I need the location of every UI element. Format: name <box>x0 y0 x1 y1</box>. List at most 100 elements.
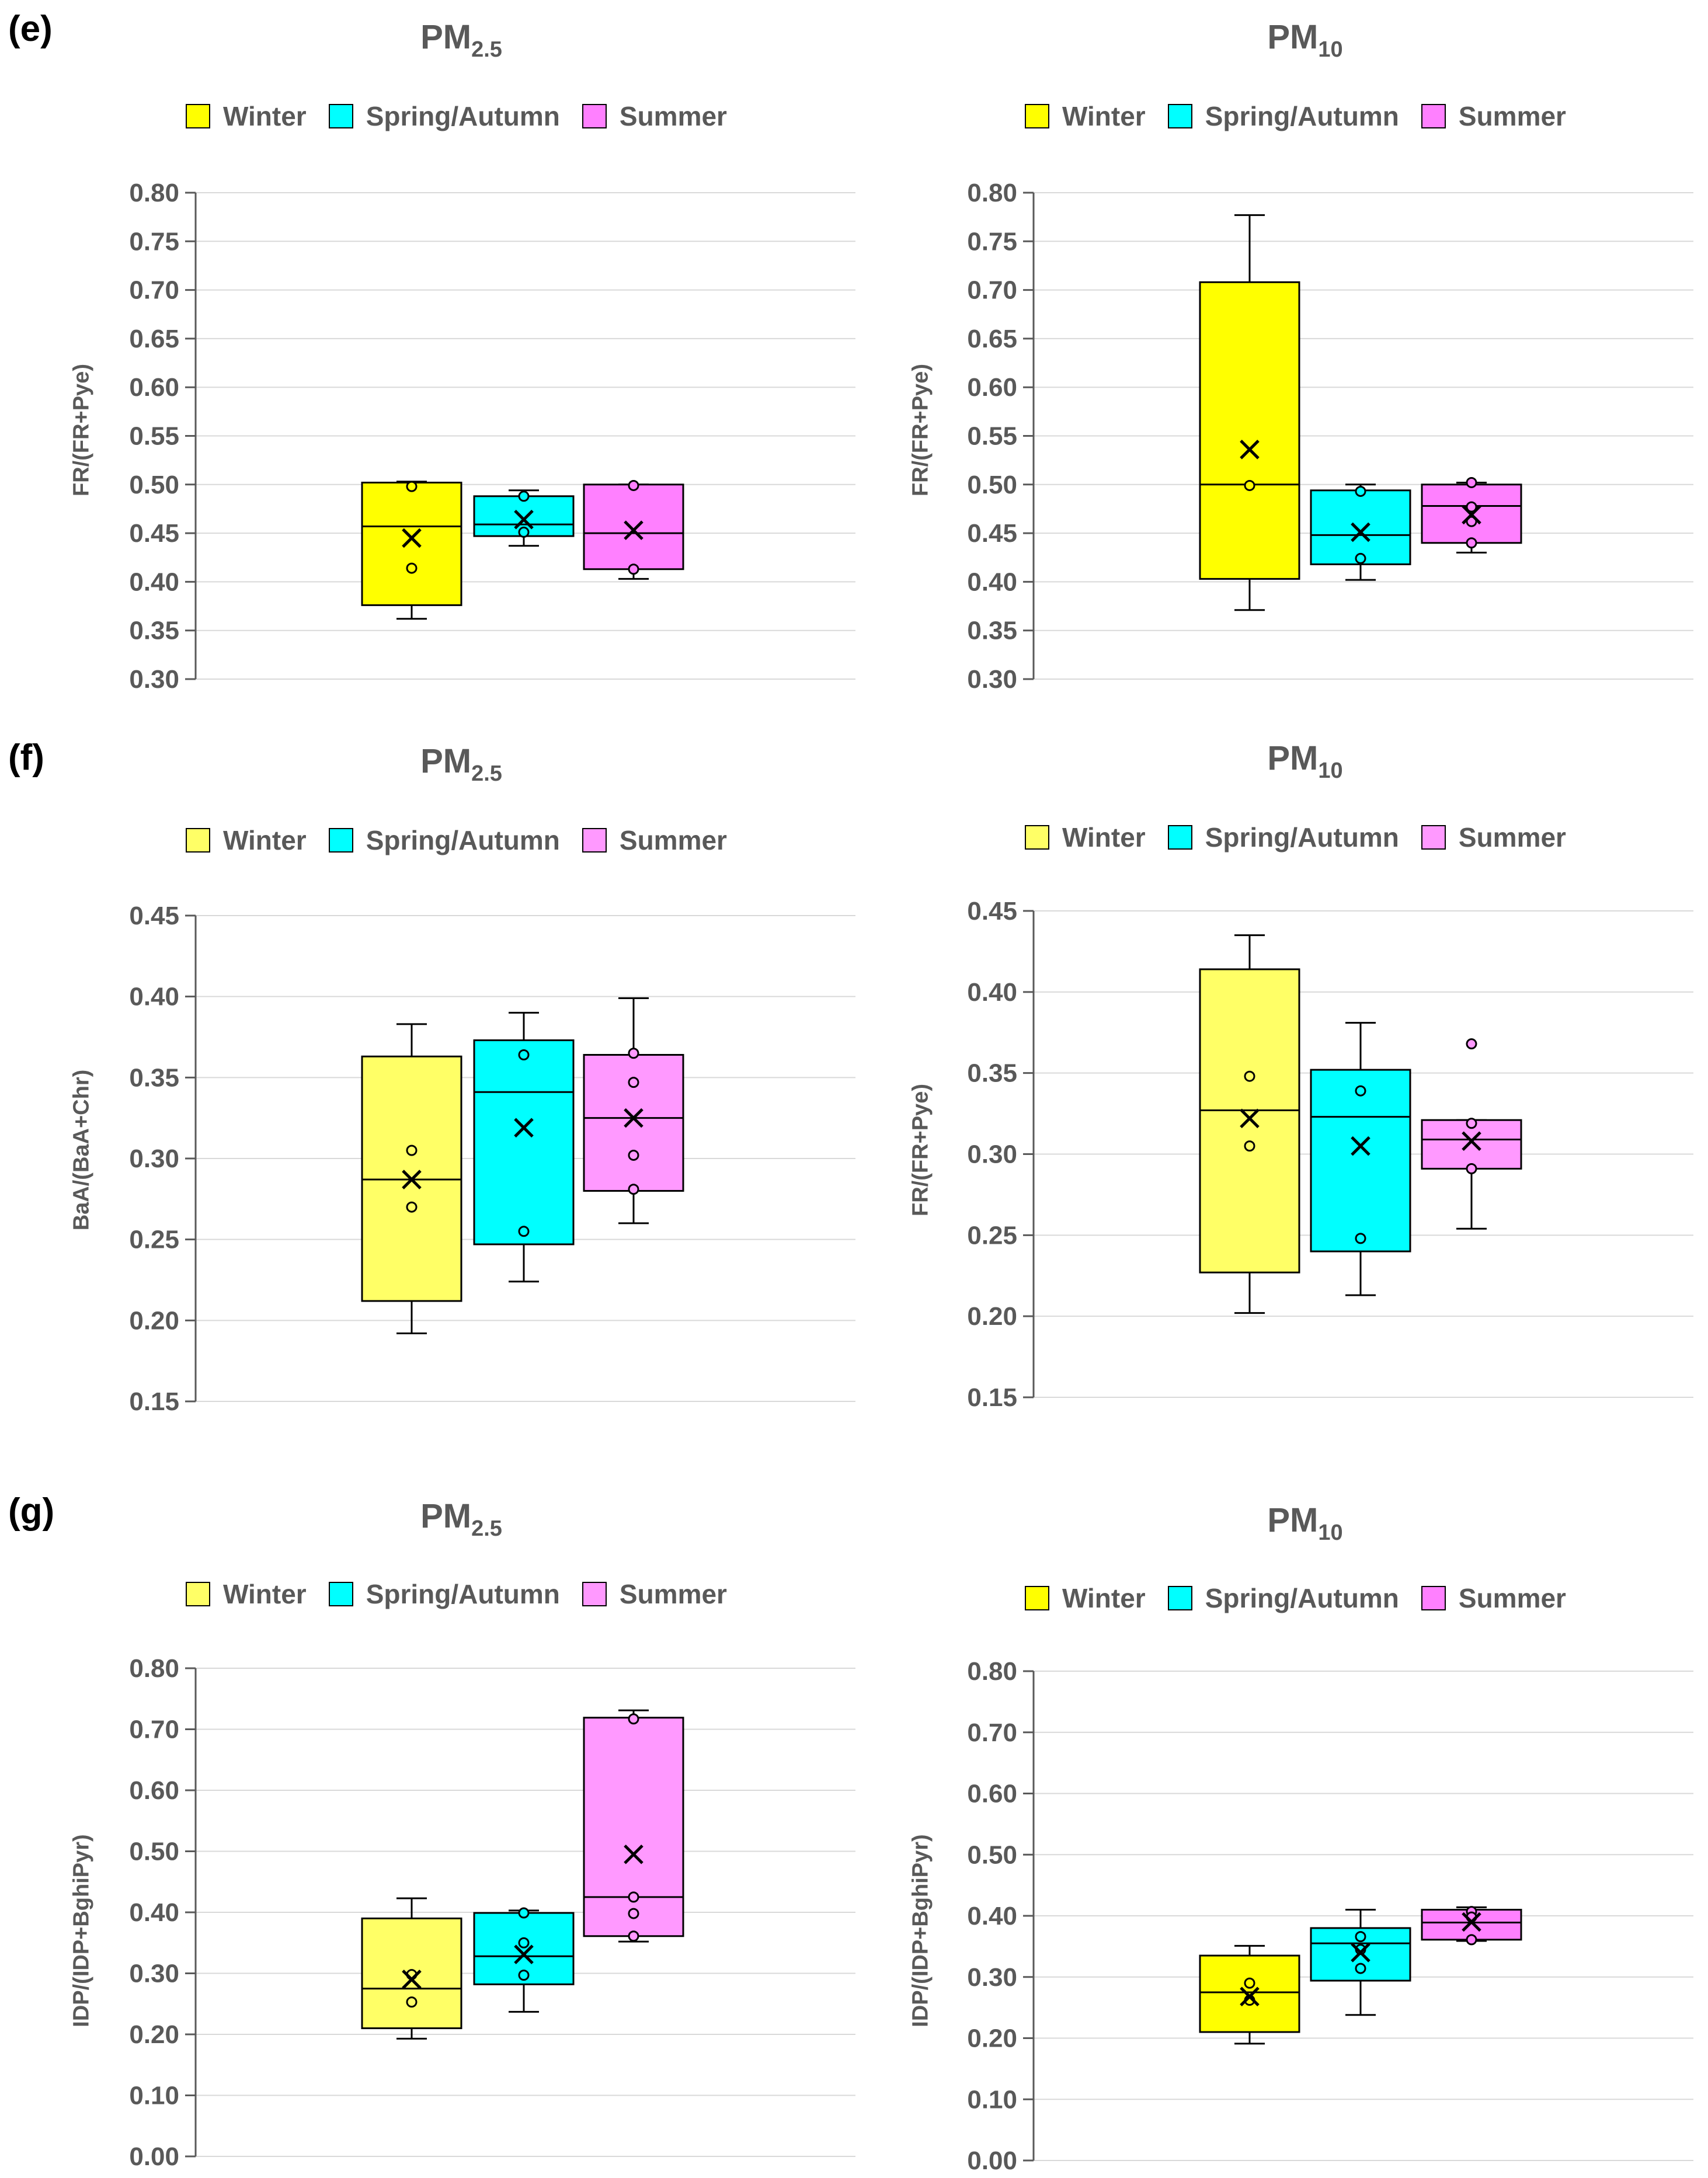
data-point <box>1466 516 1477 527</box>
box-iqr <box>1199 1954 1300 2033</box>
box-iqr <box>1310 1069 1411 1252</box>
legend-item-summer: Summer <box>582 100 727 132</box>
legend-label: Winter <box>1062 822 1146 853</box>
box-summer <box>583 479 684 580</box>
data-point <box>628 1149 639 1161</box>
y-tick-label: 0.80 <box>967 1657 1017 1686</box>
title-main: PM <box>420 18 472 56</box>
box-winter <box>361 1023 462 1335</box>
y-tick-label: 0.45 <box>129 519 179 548</box>
data-point <box>518 1970 530 1981</box>
y-tick-label: 0.55 <box>129 422 179 451</box>
box-iqr <box>1310 489 1411 565</box>
box-summer <box>583 1709 684 1943</box>
data-point <box>628 1713 639 1725</box>
data-point <box>628 479 639 491</box>
mean-marker <box>624 1844 643 1864</box>
chart-e-pm25: 0.30 0.35 0.40 0.45 0.50 0.55 0.60 0.65 0.70 0.75… <box>129 179 855 694</box>
plot-title-e-pm10: PM10 <box>1130 18 1480 62</box>
plot-title-g-pm25: PM2.5 <box>286 1497 636 1541</box>
panel-label-e: (e) <box>8 9 53 49</box>
y-tick-label: 0.60 <box>967 1780 1017 1808</box>
y-tick-label: 0.10 <box>967 2085 1017 2114</box>
data-point <box>1244 479 1255 491</box>
y-tick-label: 0.35 <box>129 1063 179 1092</box>
y-tick-label: 0.75 <box>129 227 179 256</box>
data-point <box>518 490 530 502</box>
box-spring-autumn <box>1310 1909 1411 2016</box>
title-main: PM <box>420 742 472 780</box>
box-summer <box>583 997 684 1224</box>
plot-title-g-pm10: PM10 <box>1130 1501 1480 1545</box>
legend-swatch <box>1025 104 1049 128</box>
legend-g-pm10: Winter Spring/Autumn Summer <box>1025 1582 1588 1614</box>
data-point <box>518 1907 530 1919</box>
y-tick-label: 0.30 <box>967 1140 1017 1169</box>
legend-e-pm10: Winter Spring/Autumn Summer <box>1025 100 1588 132</box>
legend-label: Summer <box>1458 822 1566 853</box>
y-tick-label: 0.70 <box>129 276 179 305</box>
legend-item-summer: Summer <box>1421 100 1566 132</box>
y-tick-label: 0.40 <box>967 978 1017 1007</box>
mean-marker <box>624 520 643 540</box>
title-main: PM <box>1267 1501 1319 1539</box>
mean-marker <box>402 1170 422 1189</box>
legend-swatch <box>1421 825 1446 850</box>
legend-label: Winter <box>1062 1583 1146 1613</box>
box-winter <box>361 1897 462 2040</box>
legend-label: Summer <box>619 825 727 855</box>
y-tick-label: 0.45 <box>967 519 1017 548</box>
y-tick-label: 0.35 <box>967 617 1017 645</box>
y-tick-label: 0.45 <box>129 902 179 930</box>
legend-item-spring-autumn: Spring/Autumn <box>1167 100 1399 132</box>
y-tick-label: 0.35 <box>129 617 179 645</box>
y-tick-label: 0.20 <box>967 2024 1017 2053</box>
y-tick-label: 0.35 <box>967 1059 1017 1088</box>
y-tick-label: 0.15 <box>967 1383 1017 1412</box>
mean-marker <box>1351 1943 1370 1963</box>
data-point <box>1355 1233 1366 1244</box>
y-tick-label: 0.70 <box>967 276 1017 305</box>
y-tick-label: 0.50 <box>129 1838 179 1866</box>
data-point <box>1466 1934 1477 1946</box>
data-point <box>518 1226 530 1237</box>
data-point <box>628 1077 639 1088</box>
y-tick-label: 0.40 <box>967 568 1017 596</box>
box-spring-autumn <box>1310 483 1411 581</box>
legend-label: Winter <box>223 825 307 855</box>
legend-item-winter: Winter <box>1025 1582 1146 1614</box>
data-point <box>1466 501 1477 513</box>
y-tick-label: 0.40 <box>129 568 179 596</box>
y-tick-label: 0.50 <box>967 471 1017 499</box>
box-summer <box>1421 1906 1522 1946</box>
y-tick-label: 0.60 <box>129 1776 179 1805</box>
box-spring-autumn <box>473 1907 575 2013</box>
legend-item-winter: Winter <box>186 100 307 132</box>
y-tick-label: 0.70 <box>129 1716 179 1744</box>
box-summer <box>1421 1038 1522 1230</box>
mean-marker <box>514 510 534 530</box>
y-tick-label: 0.50 <box>129 471 179 499</box>
data-point <box>1466 1038 1477 1050</box>
box-summer <box>1421 476 1522 554</box>
title-main: PM <box>1267 739 1319 777</box>
plot-title-f-pm25: PM2.5 <box>286 742 636 786</box>
legend-swatch <box>186 828 210 853</box>
y-tick-label: 0.40 <box>967 1902 1017 1930</box>
y-tick-label: 0.80 <box>967 179 1017 207</box>
legend-swatch <box>1421 104 1446 128</box>
panel-label-g: (g) <box>8 1491 55 1532</box>
mean-marker <box>1351 1136 1370 1156</box>
legend-item-spring-autumn: Spring/Autumn <box>328 100 560 132</box>
data-point <box>1466 1163 1477 1174</box>
legend-item-winter: Winter <box>186 1578 307 1610</box>
y-tick-label: 0.10 <box>129 2082 179 2110</box>
title-sub: 10 <box>1318 1521 1343 1545</box>
box-iqr <box>1199 281 1300 580</box>
legend-swatch <box>582 1582 607 1606</box>
legend-label: Summer <box>619 101 727 131</box>
y-tick-label: 0.75 <box>967 227 1017 256</box>
box-winter <box>1199 934 1300 1314</box>
legend-item-summer: Summer <box>582 824 727 856</box>
mean-marker <box>402 528 422 548</box>
